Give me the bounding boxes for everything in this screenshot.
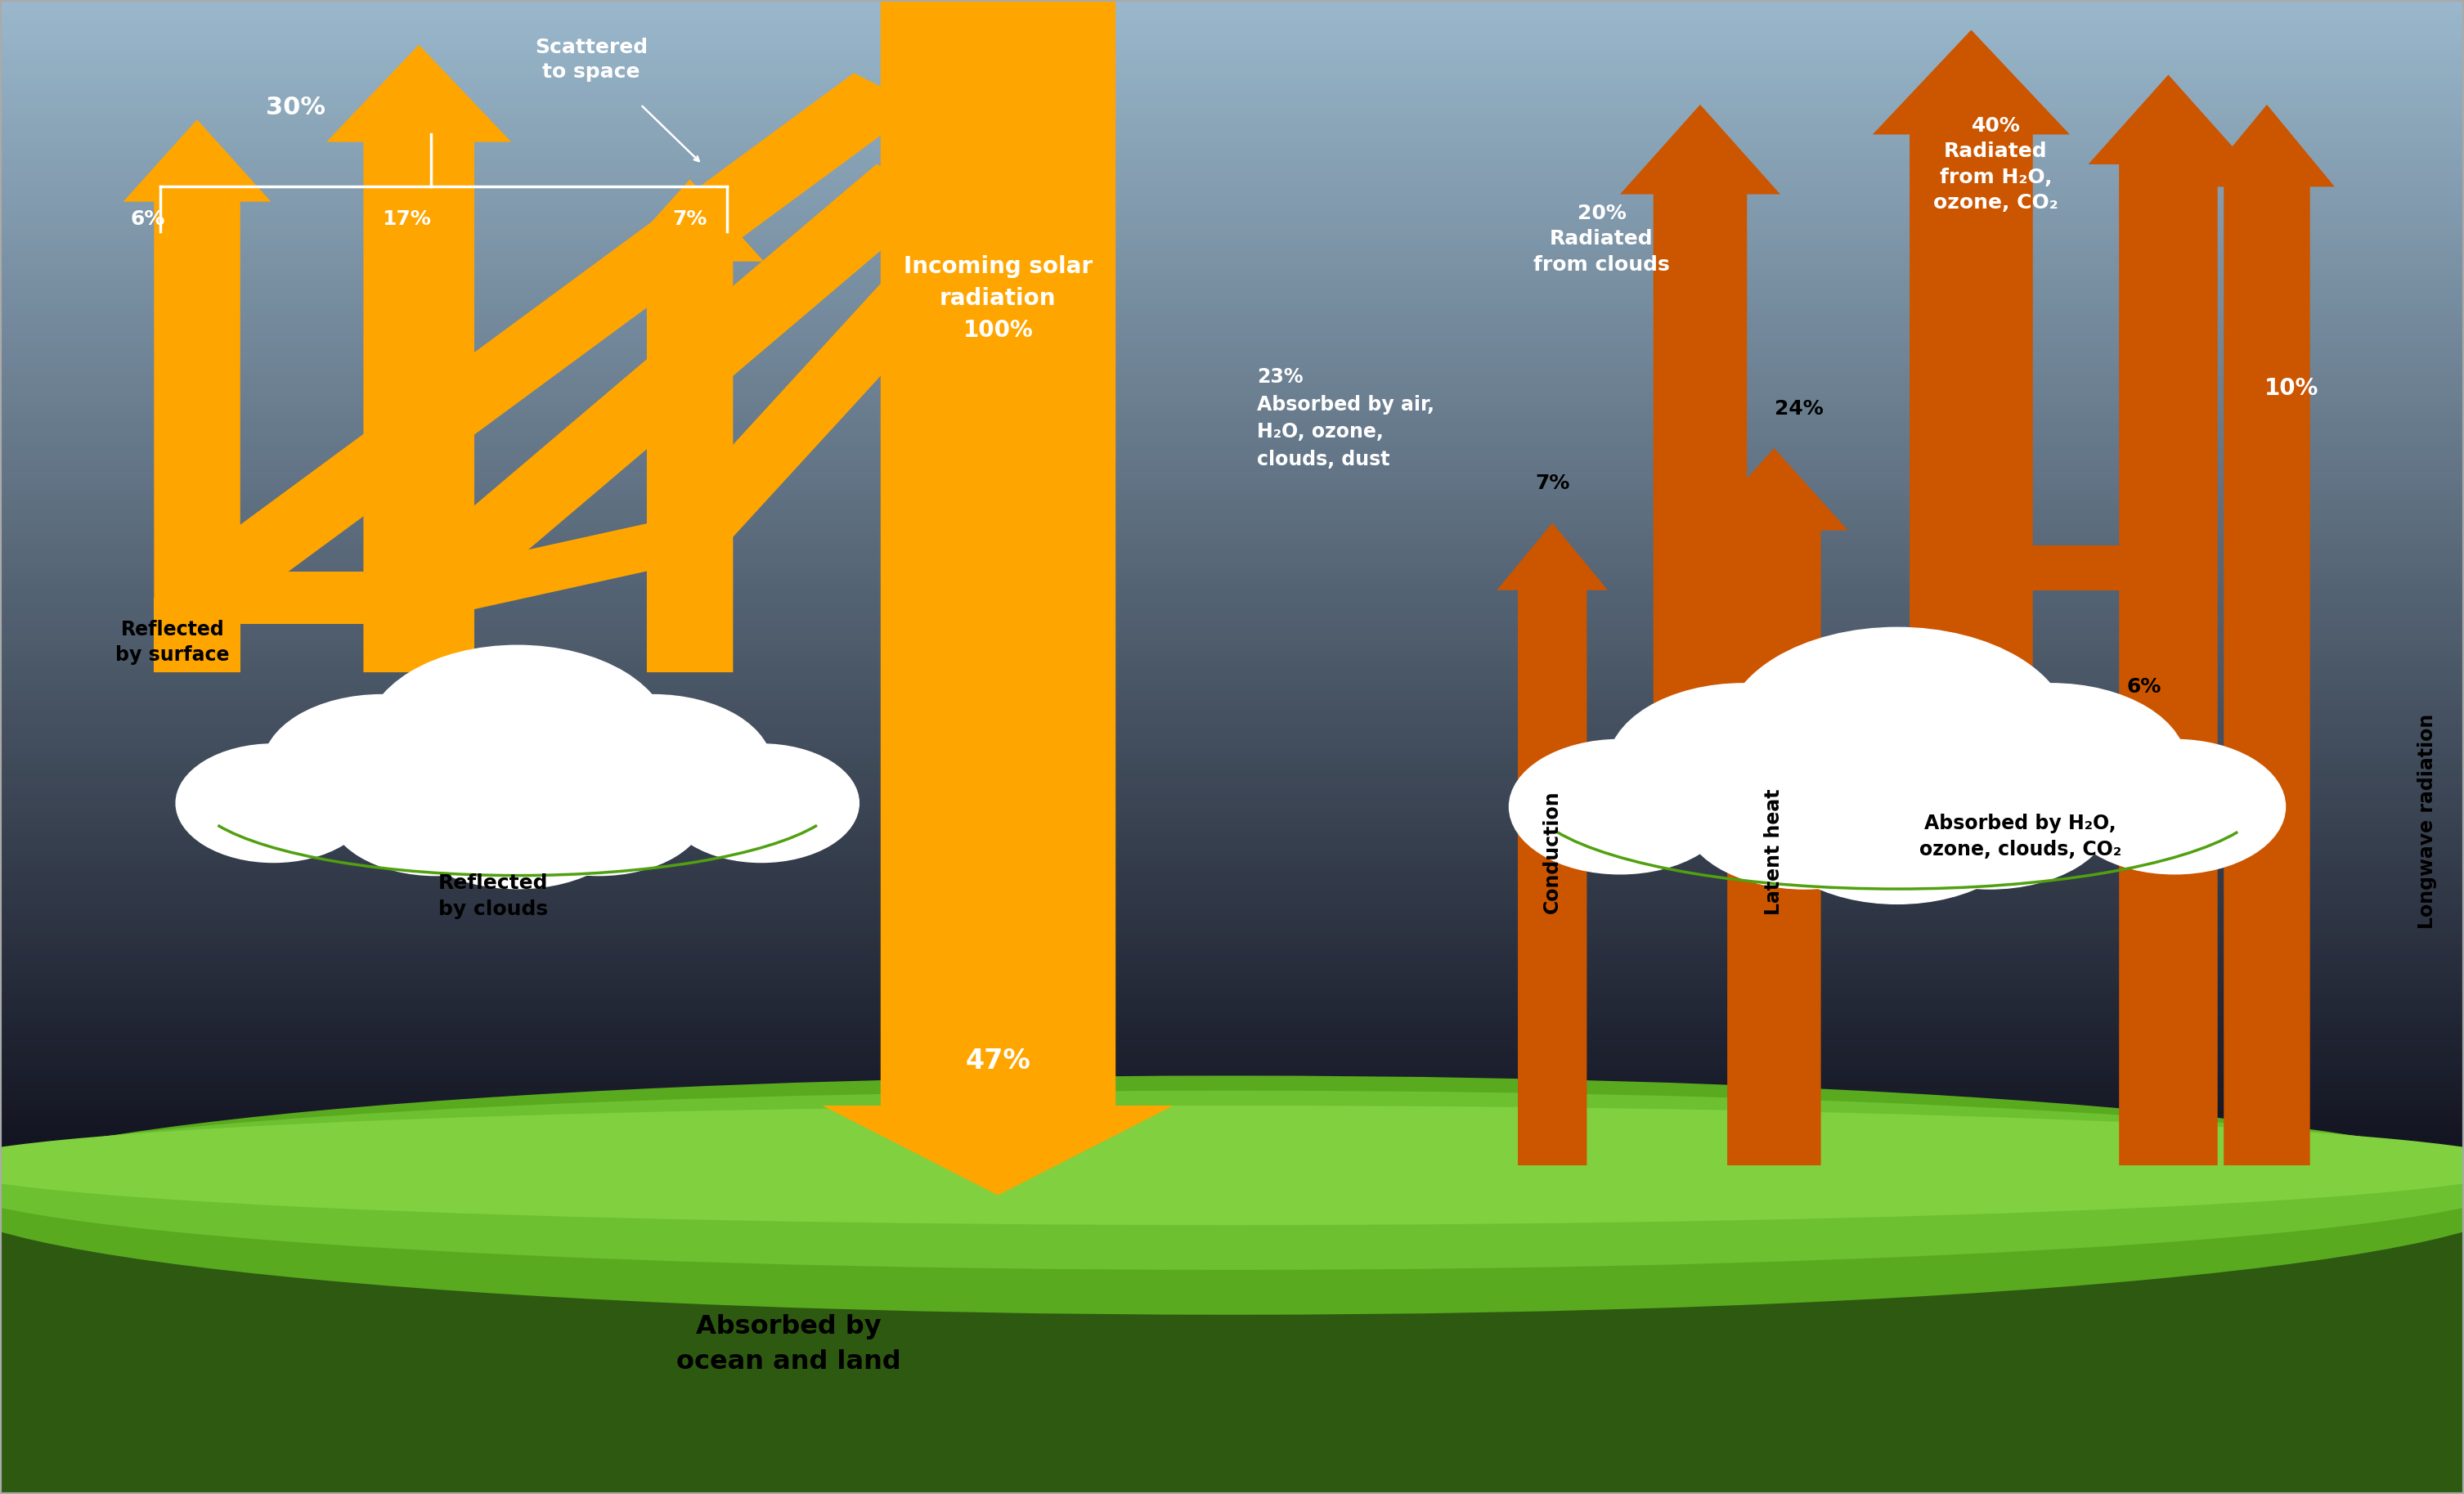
Polygon shape (123, 120, 271, 672)
Text: 7%: 7% (673, 209, 707, 229)
Circle shape (2062, 740, 2284, 874)
Polygon shape (375, 598, 461, 672)
Text: Absorbed by
ocean and land: Absorbed by ocean and land (675, 1315, 902, 1374)
Text: 20%
Radiated
from clouds: 20% Radiated from clouds (1533, 203, 1671, 275)
Circle shape (1762, 740, 2033, 904)
Polygon shape (2198, 105, 2333, 1165)
Text: Conduction: Conduction (1542, 790, 1562, 913)
Polygon shape (384, 164, 946, 613)
Circle shape (535, 695, 771, 840)
Circle shape (328, 744, 545, 875)
Circle shape (490, 744, 707, 875)
Ellipse shape (0, 1091, 2464, 1270)
Polygon shape (1922, 568, 2020, 717)
Polygon shape (823, 1106, 1173, 1195)
Text: 10%: 10% (2264, 376, 2319, 400)
Polygon shape (2087, 75, 2247, 1165)
Polygon shape (616, 179, 764, 672)
Polygon shape (1700, 448, 1848, 1165)
Circle shape (1508, 740, 1730, 874)
Polygon shape (197, 572, 419, 624)
Polygon shape (1873, 30, 2070, 747)
Text: 30%: 30% (266, 96, 325, 120)
Circle shape (399, 744, 636, 889)
Polygon shape (658, 258, 968, 548)
Text: 23%
Absorbed by air,
H₂O, ozone,
clouds, dust: 23% Absorbed by air, H₂O, ozone, clouds,… (1257, 368, 1434, 469)
Circle shape (1725, 627, 2070, 837)
Circle shape (1865, 740, 2112, 889)
Text: Absorbed by H₂O,
ozone, clouds, CO₂: Absorbed by H₂O, ozone, clouds, CO₂ (1919, 814, 2122, 859)
Text: 40%
Radiated
from H₂O,
ozone, CO₂: 40% Radiated from H₂O, ozone, CO₂ (1934, 115, 2057, 214)
Polygon shape (325, 45, 510, 672)
Text: 17%: 17% (382, 209, 431, 229)
Text: Longwave radiation: Longwave radiation (2417, 714, 2437, 929)
Circle shape (663, 744, 860, 862)
Polygon shape (163, 73, 922, 614)
Circle shape (264, 695, 500, 840)
Circle shape (1917, 683, 2188, 849)
Circle shape (1680, 740, 1927, 889)
Text: 6%: 6% (131, 209, 165, 229)
Polygon shape (1496, 523, 1607, 1165)
Text: 7%: 7% (1535, 474, 1570, 493)
Ellipse shape (0, 1106, 2464, 1225)
Circle shape (175, 744, 372, 862)
Text: 6%: 6% (2126, 677, 2161, 698)
Polygon shape (1971, 545, 2168, 590)
Circle shape (1607, 683, 1878, 849)
Text: Reflected
by clouds: Reflected by clouds (439, 874, 547, 919)
Text: 24%: 24% (1774, 399, 1823, 418)
Text: Incoming solar
radiation
100%: Incoming solar radiation 100% (904, 255, 1092, 342)
Polygon shape (653, 538, 727, 672)
Text: Latent heat: Latent heat (1764, 789, 1784, 914)
Text: Reflected
by surface: Reflected by surface (116, 620, 229, 665)
Polygon shape (1621, 105, 1779, 747)
Text: 47%: 47% (966, 1047, 1030, 1074)
Ellipse shape (0, 1076, 2464, 1315)
Text: Scattered
to space: Scattered to space (535, 37, 648, 82)
Polygon shape (407, 517, 702, 619)
Polygon shape (153, 598, 239, 672)
Circle shape (365, 645, 670, 829)
